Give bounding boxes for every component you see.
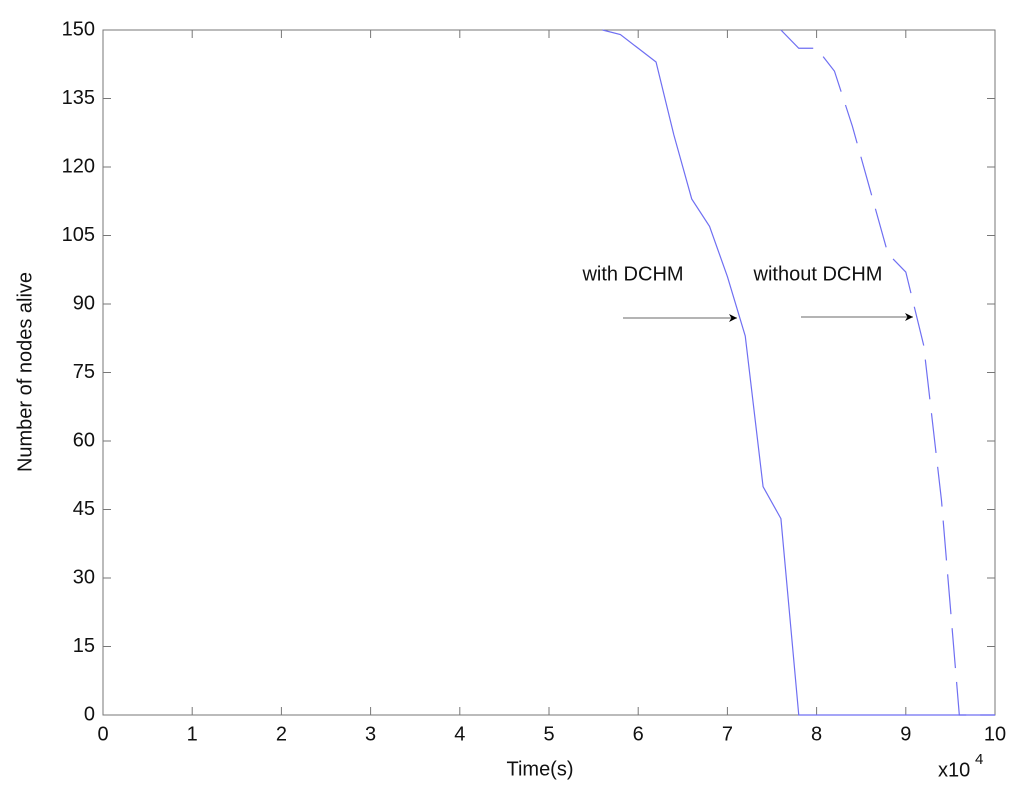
x-tick-label: 0	[97, 723, 108, 745]
y-axis-label: Number of nodes alive	[14, 272, 36, 472]
y-tick-label: 105	[62, 224, 95, 246]
x-tick-label: 3	[365, 723, 376, 745]
x-tick-label: 7	[722, 723, 733, 745]
x-axis-label: Time(s)	[506, 758, 573, 780]
x-multiplier-exponent: 4	[975, 751, 983, 768]
x-tick-label: 8	[811, 723, 822, 745]
x-tick-label: 6	[633, 723, 644, 745]
series-line	[780, 29, 995, 716]
y-tick-label: 15	[73, 635, 95, 657]
y-tick-label: 60	[73, 429, 95, 451]
y-tick-label: 30	[73, 566, 95, 588]
series-line	[602, 29, 995, 716]
y-tick-label: 120	[62, 155, 95, 177]
x-tick-label: 2	[276, 723, 287, 745]
y-tick-label: 90	[73, 292, 95, 314]
x-multiplier: x10	[938, 759, 970, 781]
y-tick-label: 135	[62, 87, 95, 109]
annotation: with DCHM	[581, 263, 683, 285]
x-tick-label: 1	[187, 723, 198, 745]
y-tick-label: 0	[84, 703, 95, 725]
x-tick-label: 4	[454, 723, 465, 745]
annotation: without DCHM	[753, 263, 883, 285]
y-tick-label: 75	[73, 361, 95, 383]
y-tick-label: 45	[73, 498, 95, 520]
y-tick-label: 150	[62, 18, 95, 40]
x-tick-label: 5	[543, 723, 554, 745]
x-tick-label: 9	[900, 723, 911, 745]
plot-frame	[102, 29, 996, 716]
x-tick-label: 10	[984, 723, 1006, 745]
